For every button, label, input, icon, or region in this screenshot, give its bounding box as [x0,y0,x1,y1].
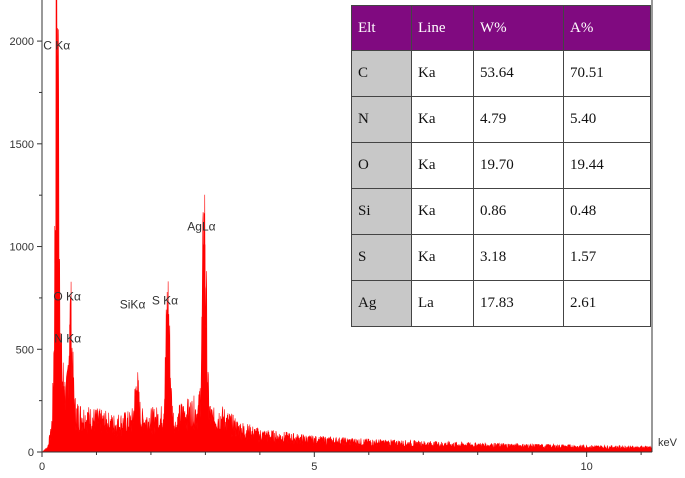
cell-line: Ka [411,50,474,97]
y-tick-label: 2000 [10,36,34,48]
cell-atomic-percent: 70.51 [563,50,651,97]
cell-element: C [351,50,412,97]
cell-element: Si [351,188,412,235]
composition-table: Elt Line W% A% C Ka 53.64 70.51 N Ka 4.7… [351,5,651,327]
table-row: N Ka 4.79 5.40 [351,96,651,143]
cell-atomic-percent: 2.61 [563,280,651,327]
cell-weight-percent: 0.86 [473,188,564,235]
cell-weight-percent: 19.70 [473,142,564,189]
table-row: S Ka 3.18 1.57 [351,234,651,281]
cell-atomic-percent: 0.48 [563,188,651,235]
cell-element: S [351,234,412,281]
header-atomic-percent: A% [563,5,651,51]
table-row: C Ka 53.64 70.51 [351,50,651,97]
spectrum-area [41,0,653,453]
header-element: Elt [351,5,412,51]
table-header-row: Elt Line W% A% [351,5,651,51]
y-tick-label: 1500 [10,139,34,151]
header-weight-percent: W% [473,5,564,51]
table-row: O Ka 19.70 19.44 [351,142,651,189]
cell-weight-percent: 17.83 [473,280,564,327]
x-tick-label: 5 [311,461,317,473]
cell-weight-percent: 3.18 [473,234,564,281]
cell-line: Ka [411,96,474,143]
x-axis-unit-label: keV [658,437,678,449]
cell-atomic-percent: 1.57 [563,234,651,281]
peak-label: S Kα [152,293,178,307]
y-tick-label: 1000 [10,242,34,254]
cell-element: O [351,142,412,189]
y-tick-label: 0 [28,447,34,459]
spectrum-layer [41,0,653,453]
table-row: Si Ka 0.86 0.48 [351,188,651,235]
cell-element: Ag [351,280,412,327]
y-tick-label: 500 [16,344,34,356]
cell-line: Ka [411,234,474,281]
cell-line: Ka [411,142,474,189]
peak-label: N Kα [54,331,81,345]
x-tick-label: 10 [581,461,593,473]
cell-atomic-percent: 19.44 [563,142,651,189]
peak-label: AgLα [187,219,215,233]
peak-label: SiKα [120,297,146,311]
cell-weight-percent: 4.79 [473,96,564,143]
cell-line: Ka [411,188,474,235]
peak-label: C Kα [43,38,70,52]
peak-label: O Kα [53,290,81,304]
cell-weight-percent: 53.64 [473,50,564,97]
cell-line: La [411,280,474,327]
x-tick-label: 0 [39,461,45,473]
header-line: Line [411,5,474,51]
table-row: Ag La 17.83 2.61 [351,280,651,327]
cell-element: N [351,96,412,143]
cell-atomic-percent: 5.40 [563,96,651,143]
ticks-layer: 0 5 10 0 500 1000 1500 2000 [10,36,642,473]
